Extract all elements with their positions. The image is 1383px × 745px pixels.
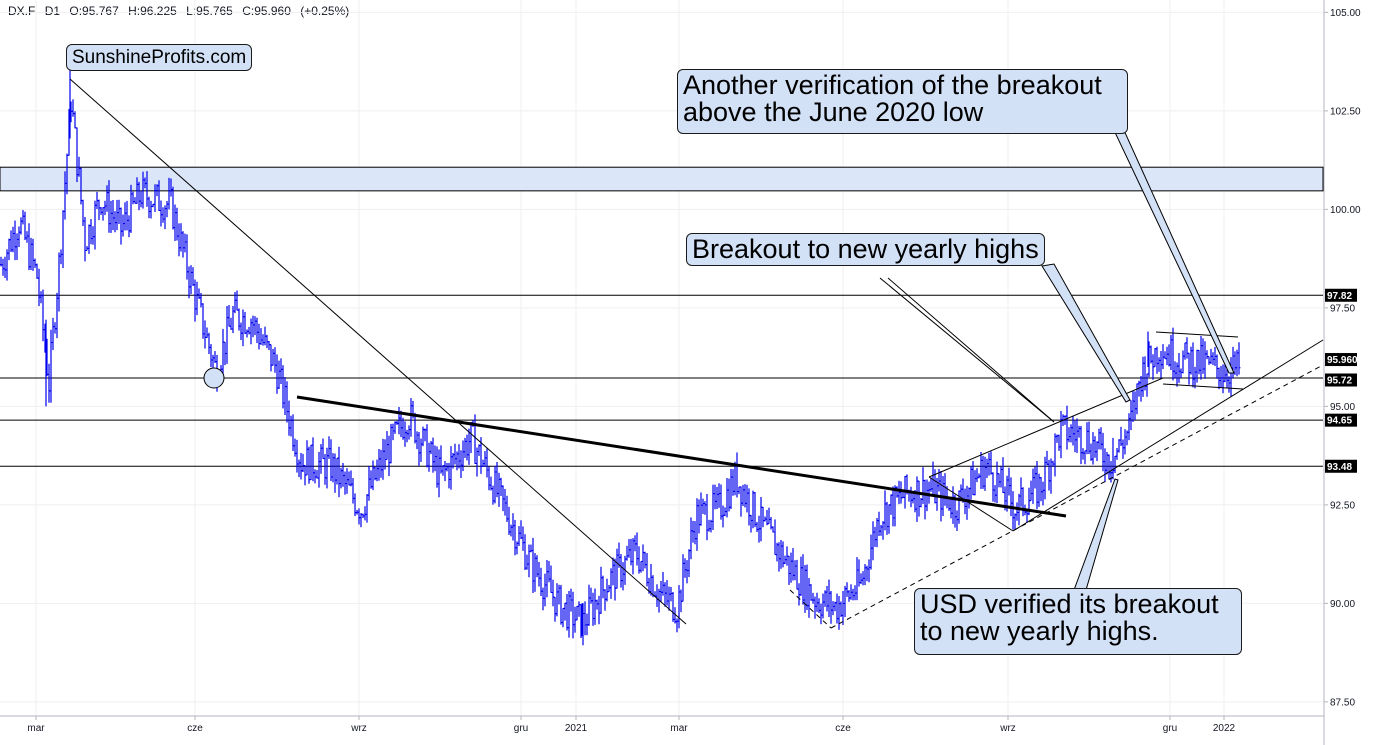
price-label: 97.82 (1327, 291, 1352, 302)
callout-pointer-bottom (1073, 478, 1119, 591)
price-label-bg (1325, 288, 1357, 302)
annotation-line: to new yearly highs. (920, 616, 1159, 646)
price-label: 94.65 (1327, 416, 1352, 427)
price-tick-label: 95.00 (1330, 402, 1355, 413)
time-tick-label: mar (27, 723, 45, 734)
channel-lower-left (928, 476, 1014, 532)
time-tick-label: cze (187, 723, 203, 734)
time-tick-label: gru (514, 723, 528, 734)
thick-declining-line (296, 395, 1067, 518)
high-value: H:96.225 (128, 4, 177, 18)
annotation-line: Another verification of the breakout (683, 70, 1102, 100)
time-tick-label: wrz (350, 723, 367, 734)
timeframe-label: D1 (44, 4, 61, 18)
open-value: O:95.767 (69, 4, 119, 18)
annotation-breakout-verification: Another verification of the breakout abo… (677, 69, 1128, 134)
annotation-line: above the June 2020 low (683, 97, 984, 127)
close-value: C:95.960 (242, 4, 291, 18)
price-label: 93.48 (1327, 462, 1352, 473)
flag-bottom-line (1162, 383, 1244, 390)
june-low-marker (203, 367, 225, 389)
trend-drawings (69, 78, 1324, 629)
callout-pointer-middle (1041, 263, 1131, 403)
change-value: (+0.25%) (300, 4, 350, 18)
callout-line-middle-2 (879, 277, 1055, 423)
watermark-label: SunshineProfits.com (66, 44, 253, 71)
annotation-line: USD verified its breakout (920, 589, 1219, 619)
time-tick-label: mar (670, 723, 688, 734)
price-axis-labels: 97.82 95.960 95.72 94.65 93.48 (1325, 288, 1358, 473)
downtrend-line (69, 78, 687, 625)
time-tick-label: 2021 (565, 723, 588, 734)
price-axis-ticks: 105.00 102.50 100.00 97.50 95.00 92.50 90.00 87… (1324, 8, 1361, 708)
price-tick-label: 105.00 (1330, 8, 1361, 19)
dashed-support-line (830, 364, 1324, 629)
price-tick-label: 87.50 (1330, 697, 1355, 708)
ohlc-header: DX.F D1 O:95.767 H:96.225 L:95.765 C:95.… (8, 4, 355, 18)
price-tick-label: 90.00 (1330, 599, 1355, 610)
symbol-label: DX.F (8, 4, 36, 18)
price-label-bg (1325, 373, 1357, 387)
flag-top-line (1155, 331, 1239, 338)
price-label-bg (1325, 353, 1357, 367)
price-label: 95.960 (1327, 355, 1358, 366)
annotation-yearly-highs: Breakout to new yearly highs (686, 233, 1045, 266)
price-tick-label: 100.00 (1330, 205, 1361, 216)
annotation-usd-verified: USD verified its breakout to new yearly … (914, 588, 1242, 655)
price-label: 95.72 (1327, 376, 1352, 387)
price-label-bg (1325, 413, 1357, 427)
rising-support-line (1012, 339, 1324, 532)
low-value: L:95.765 (186, 4, 233, 18)
callout-line-middle-3 (887, 277, 1055, 423)
time-axis-ticks: mar cze wrz gru 2021 mar cze wrz gru 2022 (27, 716, 1236, 734)
price-tick-label: 102.50 (1330, 106, 1361, 117)
time-tick-label: 2022 (1213, 723, 1236, 734)
time-tick-label: gru (1163, 723, 1177, 734)
dashed-bottom-trace (789, 589, 832, 629)
price-tick-label: 92.50 (1330, 500, 1355, 511)
price-label-bg (1325, 459, 1357, 473)
time-tick-label: wrz (999, 723, 1016, 734)
time-tick-label: cze (835, 723, 851, 734)
price-bars (0, 55, 1241, 646)
resistance-zone (0, 166, 1324, 192)
price-tick-label: 97.50 (1330, 303, 1355, 314)
